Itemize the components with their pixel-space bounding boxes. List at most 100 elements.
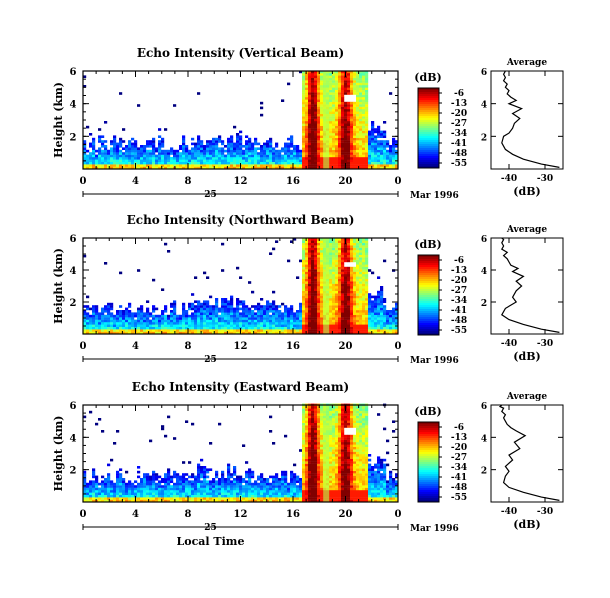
profile-x-tick-label: -40 bbox=[501, 507, 517, 517]
colorbar-tick-label: -27 bbox=[451, 119, 467, 129]
x-tick-label: 8 bbox=[185, 341, 192, 352]
profile-y-tick-label: 6 bbox=[481, 235, 487, 245]
y-tick-label: 6 bbox=[70, 234, 77, 245]
heatmap-cells bbox=[83, 238, 399, 335]
profile-panel: Average 2 4 6 -40 -30(dB) bbox=[481, 58, 564, 198]
profile-x-label: (dB) bbox=[513, 518, 540, 531]
date-month-year-label: Mar 1996 bbox=[410, 524, 459, 534]
colorbar-tick-label: -55 bbox=[451, 493, 467, 503]
x-tick-label: 20 bbox=[339, 341, 353, 352]
colorbar-unit: (dB) bbox=[414, 238, 441, 251]
profile-y-tick-label: 6 bbox=[481, 68, 487, 78]
profile-panel: Average 2 4 6 -40 -30(dB) bbox=[481, 392, 564, 531]
colorbar-tick-label: -6 bbox=[454, 256, 464, 266]
profile-y-tick-label: 2 bbox=[481, 299, 487, 309]
colorbar-tick-label: -48 bbox=[451, 149, 467, 159]
x-tick-label: 0 bbox=[80, 341, 87, 352]
profile-line bbox=[500, 237, 560, 333]
x-tick-label: 16 bbox=[286, 176, 300, 187]
profile-x-tick-label: -40 bbox=[501, 339, 517, 349]
colorbar-tick-label: -13 bbox=[451, 266, 467, 276]
profile-x-label: (dB) bbox=[513, 350, 540, 363]
panel-2: Echo Intensity (Eastward Beam) 2 4 6 0 4 8 12 16… bbox=[52, 380, 564, 548]
colorbar-tick-label: -6 bbox=[454, 423, 464, 433]
panel-title: Echo Intensity (Northward Beam) bbox=[127, 213, 355, 227]
heatmap-cells bbox=[83, 403, 399, 503]
y-tick-label: 6 bbox=[70, 67, 77, 78]
colorbar-tick-label: -48 bbox=[451, 316, 467, 326]
colorbar-tick-label: -48 bbox=[451, 483, 467, 493]
x-tick-label: 12 bbox=[234, 341, 248, 352]
colorbar-tick-label: -27 bbox=[451, 453, 467, 463]
y-tick-label: 2 bbox=[70, 132, 77, 143]
profile-title: Average bbox=[506, 58, 547, 68]
profile-y-tick-label: 2 bbox=[481, 133, 487, 143]
x-tick-label: 20 bbox=[339, 176, 353, 187]
colorbar-frame bbox=[417, 254, 440, 336]
profile-x-label: (dB) bbox=[513, 185, 540, 198]
profile-x-tick-label: -30 bbox=[537, 174, 553, 184]
colorbar-tick-label: -34 bbox=[451, 129, 467, 139]
colorbar: -6-13-20-27-34-41-48-55 bbox=[417, 421, 467, 503]
x-tick-label: 4 bbox=[132, 509, 139, 520]
colorbar-tick-label: -20 bbox=[451, 109, 467, 119]
y-tick-label: 4 bbox=[70, 266, 77, 277]
profile-y-tick-label: 4 bbox=[481, 434, 487, 444]
x-tick-label: 12 bbox=[234, 176, 248, 187]
profile-y-tick-label: 4 bbox=[481, 101, 487, 111]
colorbar-tick-label: -20 bbox=[451, 443, 467, 453]
profile-line bbox=[501, 70, 560, 168]
date-month-year-label: Mar 1996 bbox=[410, 356, 459, 366]
x-tick-label: 0 bbox=[80, 176, 87, 187]
x-tick-label: 0 bbox=[395, 176, 402, 187]
y-axis-label: Height (km) bbox=[52, 416, 65, 492]
x-tick-label: 16 bbox=[286, 509, 300, 520]
profile-y-tick-label: 4 bbox=[481, 267, 487, 277]
colorbar-tick-label: -13 bbox=[451, 433, 467, 443]
x-tick-label: 16 bbox=[286, 341, 300, 352]
panel-title: Echo Intensity (Eastward Beam) bbox=[132, 380, 349, 394]
colorbar-tick-label: -55 bbox=[451, 326, 467, 336]
profile-title: Average bbox=[506, 392, 547, 402]
profile-y-tick-label: 2 bbox=[481, 467, 487, 477]
colorbar-frame bbox=[417, 87, 440, 169]
colorbar-tick-label: -6 bbox=[454, 89, 464, 99]
y-tick-label: 4 bbox=[70, 433, 77, 444]
x-tick-label: 4 bbox=[132, 341, 139, 352]
panel-0: Echo Intensity (Vertical Beam) 2 4 6 0 4 8 12 16… bbox=[52, 46, 564, 201]
y-axis-label: Height (km) bbox=[52, 82, 65, 158]
panel-title: Echo Intensity (Vertical Beam) bbox=[137, 46, 344, 60]
colorbar-unit: (dB) bbox=[414, 71, 441, 84]
colorbar-tick-label: -41 bbox=[451, 473, 467, 483]
date-month-year-label: Mar 1996 bbox=[410, 191, 459, 201]
x-tick-label: 8 bbox=[185, 176, 192, 187]
colorbar-tick-label: -13 bbox=[451, 99, 467, 109]
colorbar-tick-label: -34 bbox=[451, 463, 467, 473]
y-tick-label: 4 bbox=[70, 100, 77, 111]
date-day-label: 25 bbox=[204, 355, 217, 365]
date-day-label: 25 bbox=[204, 190, 217, 200]
colorbar-tick-label: -55 bbox=[451, 159, 467, 169]
colorbar-tick-label: -41 bbox=[451, 306, 467, 316]
y-tick-label: 2 bbox=[70, 298, 77, 309]
profile-title: Average bbox=[506, 225, 547, 235]
x-tick-label: 0 bbox=[80, 509, 87, 520]
x-tick-label: 0 bbox=[395, 341, 402, 352]
profile-x-tick-label: -30 bbox=[537, 339, 553, 349]
x-axis-label: Local Time bbox=[177, 535, 245, 548]
x-tick-label: 20 bbox=[339, 509, 353, 520]
x-tick-label: 8 bbox=[185, 509, 192, 520]
profile-frame bbox=[490, 70, 564, 170]
colorbar-tick-label: -27 bbox=[451, 286, 467, 296]
y-axis-label: Height (km) bbox=[52, 248, 65, 324]
colorbar-tick-label: -34 bbox=[451, 296, 467, 306]
profile-panel: Average 2 4 6 -40 -30(dB) bbox=[481, 225, 564, 363]
date-day-label: 25 bbox=[204, 523, 217, 533]
profile-frame bbox=[490, 404, 564, 503]
colorbar-frame bbox=[417, 421, 440, 503]
colorbar-unit: (dB) bbox=[414, 405, 441, 418]
y-tick-label: 2 bbox=[70, 466, 77, 477]
y-tick-label: 6 bbox=[70, 401, 77, 412]
profile-line bbox=[498, 404, 560, 501]
